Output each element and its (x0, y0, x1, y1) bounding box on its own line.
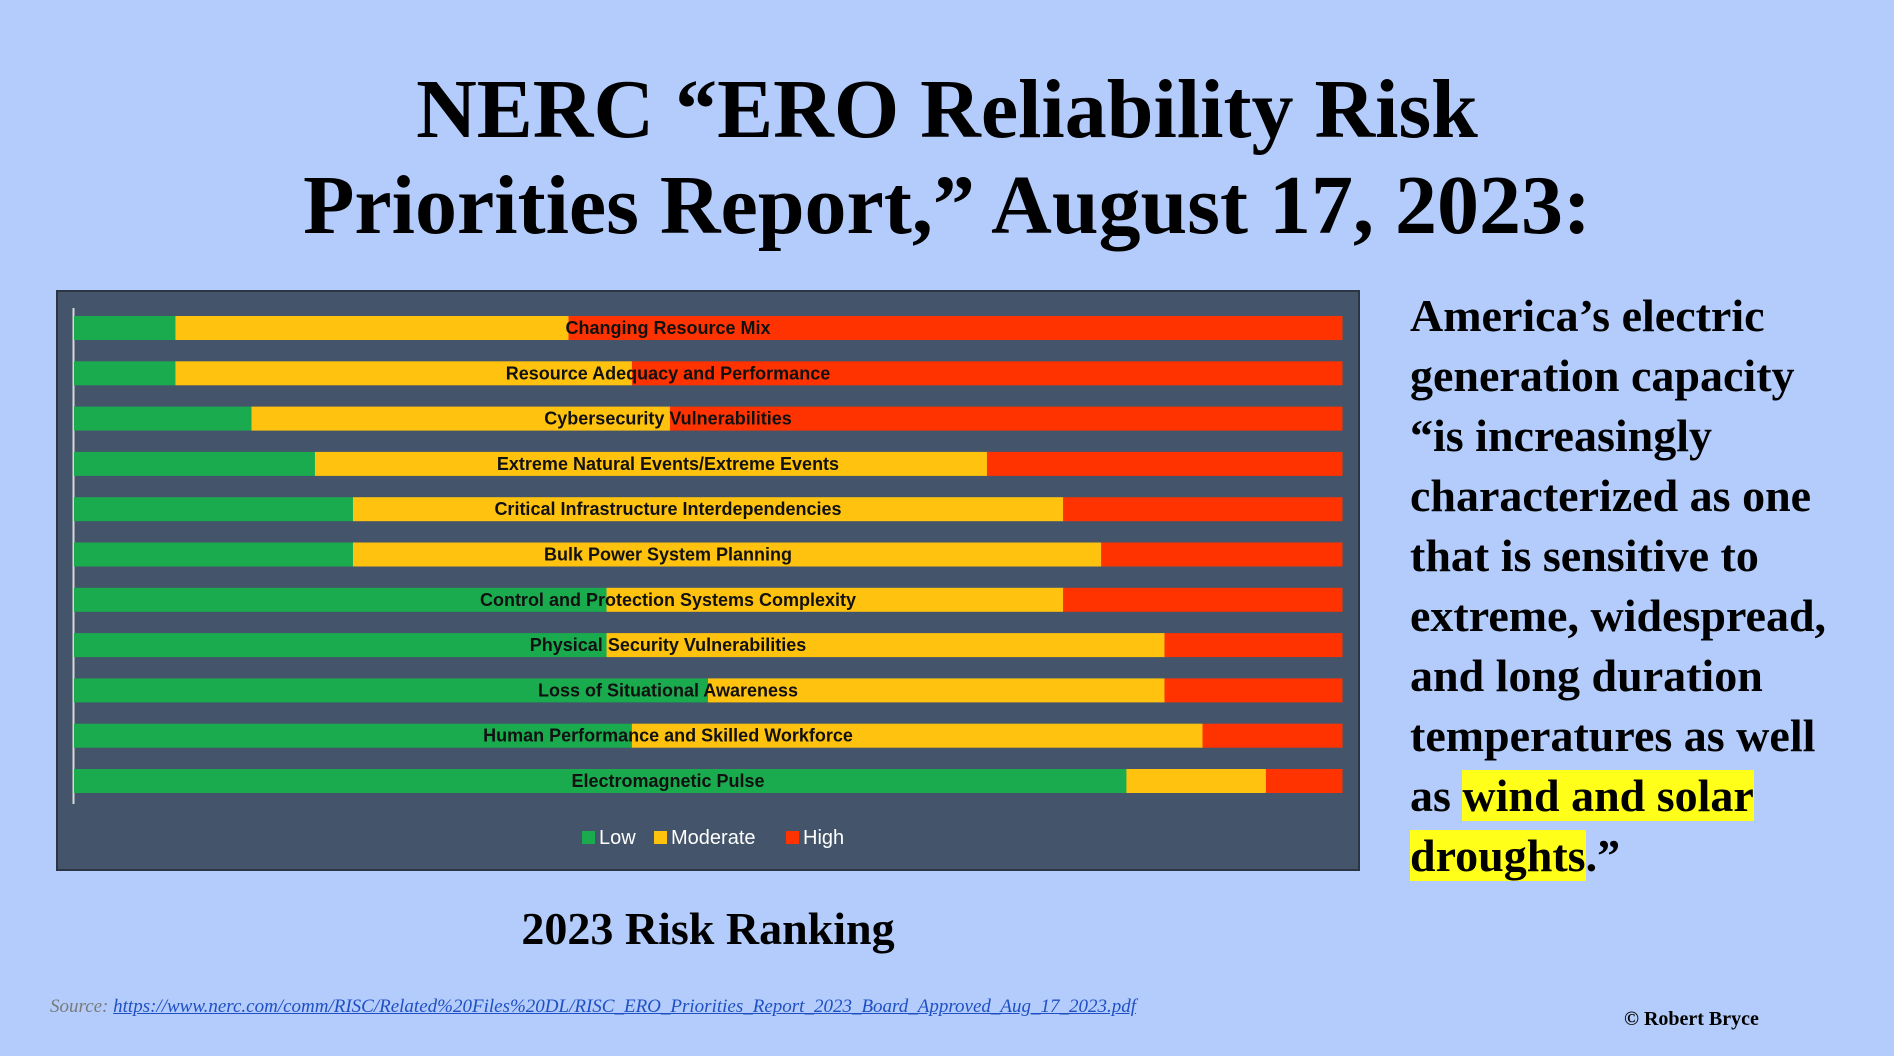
quote-line: “is increasingly (1410, 410, 1713, 461)
quote-highlight: wind and solar (1462, 770, 1754, 821)
quote-line: temperatures as well (1410, 710, 1816, 761)
bar-segment-low (74, 678, 709, 703)
title-line-1: NERC “ERO Reliability Risk (416, 63, 1478, 156)
quote-highlight: droughts (1410, 830, 1586, 881)
bar-segment-low (74, 542, 354, 567)
bar-segment-moderate (606, 633, 1165, 658)
risk-stacked-bar-chart: Changing Resource Mix Resource Adequacy a… (72, 308, 1343, 849)
quote-line: extreme, widespread, (1410, 590, 1827, 641)
bar-segment-moderate (175, 361, 633, 386)
bar-segment-low (74, 633, 608, 658)
source-citation: Source: https://www.nerc.com/comm/RISC/R… (50, 996, 1136, 1018)
bar-segment-high (1063, 587, 1343, 612)
bar-segment-low (74, 769, 1127, 793)
bar-label: Human Performance and Skilled Workforce (483, 726, 853, 746)
quote-line: as wind and solar (1410, 766, 1880, 826)
bar-segment-high (568, 316, 1343, 340)
quote-closing: .” (1585, 830, 1621, 881)
bar-label: Extreme Natural Events/Extreme Events (497, 454, 839, 474)
bar-segment-moderate (251, 406, 671, 431)
quote-line: that is sensitive to (1410, 530, 1759, 581)
legend-label-high: High (803, 827, 844, 849)
quote-line: characterized as one (1410, 470, 1812, 521)
quote-line: generation capacity (1410, 350, 1795, 401)
title-line-2: Priorities Report,” August 17, 2023: (303, 159, 1591, 252)
quote-line: America’s electric (1410, 290, 1765, 341)
bar-segment-high (1265, 769, 1343, 793)
bar-segment-low (74, 316, 176, 340)
bar-segment-high (1164, 678, 1343, 703)
quote-block: America’s electric generation capacity “… (1410, 286, 1880, 886)
chart-caption: 2023 Risk Ranking (521, 903, 895, 954)
quote-line: droughts.” (1410, 826, 1880, 886)
bar-segment-moderate (175, 316, 570, 340)
bar-segment-high (1164, 633, 1343, 658)
bar-segment-moderate (631, 723, 1204, 748)
bar-segment-high (1101, 542, 1343, 567)
bar-segment-moderate (606, 587, 1064, 612)
bar-segment-low (74, 587, 608, 612)
bar-segment-moderate (352, 497, 1064, 522)
bar-label: Cybersecurity Vulnerabilities (544, 409, 791, 429)
bar-segment-high (669, 406, 1343, 431)
legend-swatch-high (786, 831, 799, 844)
bar-segment-high (1202, 723, 1343, 748)
bar-segment-moderate (314, 451, 988, 476)
bar-segment-low (74, 723, 633, 748)
bar-label: Bulk Power System Planning (544, 545, 792, 565)
bar-segment-low (74, 361, 176, 386)
source-label: Source: (50, 996, 109, 1017)
legend-label-low: Low (599, 827, 636, 849)
quote-line: and long duration (1410, 650, 1763, 701)
bar-label: Electromagnetic Pulse (571, 771, 764, 791)
bar-segment-high (1063, 497, 1343, 522)
legend-swatch-moderate (654, 831, 667, 844)
bar-segment-low (74, 497, 354, 522)
bar-label: Resource Adequacy and Performance (506, 363, 830, 383)
risk-chart-panel: Changing Resource Mix Resource Adequacy a… (56, 290, 1360, 871)
bar-label: Physical Security Vulnerabilities (530, 635, 806, 655)
bar-segment-high (631, 361, 1343, 386)
copyright-notice: © Robert Bryce (1624, 1008, 1759, 1030)
bar-label: Changing Resource Mix (565, 318, 770, 338)
bar-label: Loss of Situational Awareness (538, 680, 798, 700)
bar-segment-low (74, 451, 316, 476)
bar-segment-moderate (708, 678, 1165, 703)
bar-segment-moderate (1126, 769, 1267, 793)
source-link[interactable]: https://www.nerc.com/comm/RISC/Related%2… (113, 996, 1137, 1017)
bar-segment-high (986, 451, 1343, 476)
quote-prefix: as (1410, 770, 1463, 821)
legend-swatch-low (582, 831, 595, 844)
slide-title: NERC “ERO Reliability Risk Priorities Re… (0, 62, 1894, 254)
bar-label: Control and Protection Systems Complexit… (480, 590, 856, 610)
bar-label: Critical Infrastructure Interdependencie… (494, 499, 841, 519)
bar-segment-moderate (352, 542, 1102, 567)
legend-label-moderate: Moderate (671, 827, 756, 849)
bar-segment-low (74, 406, 253, 431)
